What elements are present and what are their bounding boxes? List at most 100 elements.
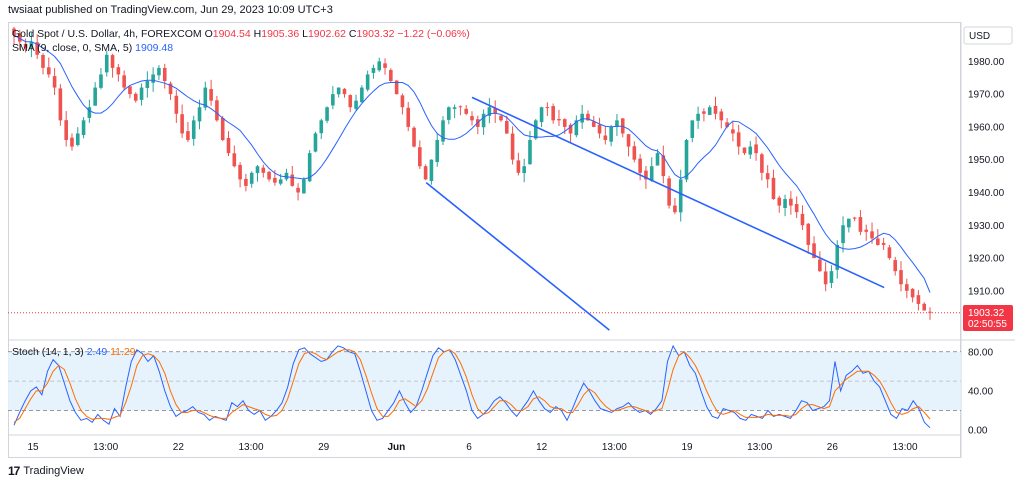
stoch-d-value: 11.29 bbox=[110, 346, 136, 358]
candle-body bbox=[197, 107, 202, 122]
candle-body bbox=[191, 120, 196, 139]
candle-body bbox=[789, 198, 793, 206]
time-tick-label: 12 bbox=[536, 442, 548, 453]
candle-body bbox=[829, 271, 834, 283]
candle-body bbox=[128, 86, 132, 95]
candle-body bbox=[278, 179, 283, 184]
last-price-value: 1903.32 bbox=[968, 308, 1005, 319]
price-tick-label: 1950.00 bbox=[968, 155, 1005, 166]
candle-body bbox=[325, 107, 329, 121]
time-tick-label: 15 bbox=[27, 442, 39, 453]
legend-stoch[interactable]: Stoch (14, 1, 3) 2.49 11.29 bbox=[12, 346, 136, 358]
price-tick-label: 1930.00 bbox=[968, 221, 1005, 232]
stoch-tick-label: 80.00 bbox=[968, 347, 993, 358]
candle-body bbox=[893, 260, 898, 272]
candle-body bbox=[858, 217, 863, 232]
candle-body bbox=[678, 179, 683, 213]
candle-body bbox=[273, 177, 277, 183]
candle-body bbox=[655, 153, 660, 166]
candle-body bbox=[151, 74, 155, 83]
publisher-header: twsiaat published on TradingView.com, Ju… bbox=[8, 4, 333, 16]
candle-body bbox=[754, 144, 758, 154]
candle-body bbox=[394, 80, 399, 95]
candle-body bbox=[760, 154, 764, 173]
candle-body bbox=[75, 133, 80, 145]
price-axis-ticks: 1980.00 1970.00 1960.00 1950.00 1940.00 1930.… bbox=[968, 57, 1005, 297]
candle-body bbox=[122, 75, 126, 88]
candle-body bbox=[46, 67, 51, 75]
candle-body bbox=[35, 42, 39, 55]
candle-body bbox=[667, 178, 671, 206]
candle-body bbox=[748, 146, 753, 155]
candle-body bbox=[690, 120, 695, 138]
candle-body bbox=[649, 166, 654, 181]
candle-body bbox=[516, 160, 521, 173]
candle-body bbox=[168, 83, 173, 95]
stoch-tick-label: 0.00 bbox=[968, 426, 988, 437]
candle-body bbox=[342, 88, 347, 95]
candle-body bbox=[562, 119, 567, 127]
candle-body bbox=[916, 295, 921, 304]
candle-body bbox=[383, 63, 387, 68]
candle-body bbox=[313, 133, 318, 152]
candle-body bbox=[458, 106, 463, 108]
candle-body bbox=[70, 137, 74, 147]
candle-body bbox=[220, 117, 225, 141]
candle-body bbox=[719, 111, 724, 121]
candle-body bbox=[267, 171, 271, 180]
candle-body bbox=[504, 120, 509, 134]
time-tick-label: 13:00 bbox=[238, 442, 263, 453]
candle-body bbox=[87, 107, 92, 118]
candle-body bbox=[418, 147, 422, 167]
candle-body bbox=[812, 243, 816, 259]
candle-body bbox=[307, 153, 312, 182]
candle-body bbox=[707, 107, 712, 115]
candle-body bbox=[99, 74, 103, 88]
candle-body bbox=[818, 259, 822, 272]
candle-body bbox=[922, 303, 927, 311]
candle-body bbox=[157, 67, 161, 76]
candle-body bbox=[574, 120, 579, 136]
time-tick-label: 22 bbox=[173, 442, 185, 453]
candle-body bbox=[499, 115, 503, 121]
candle-body bbox=[493, 108, 497, 114]
candle-body bbox=[447, 107, 451, 120]
time-tick-label: 26 bbox=[827, 442, 839, 453]
currency-box bbox=[963, 26, 1013, 45]
candle-body bbox=[673, 205, 677, 213]
candle-body bbox=[800, 213, 805, 226]
channel-lower-line bbox=[425, 182, 610, 331]
ohlc-high: H1905.36 bbox=[253, 28, 300, 40]
candle-body bbox=[644, 170, 648, 180]
candle-body bbox=[377, 61, 382, 71]
price-tick-label: 1940.00 bbox=[968, 188, 1005, 199]
candle-body bbox=[12, 28, 16, 36]
tv-logo-icon: 17 bbox=[8, 464, 20, 478]
candle-body bbox=[203, 87, 208, 108]
candle-body bbox=[870, 231, 874, 239]
tradingview-logo[interactable]: 17 TradingView bbox=[8, 464, 84, 478]
candle-body bbox=[400, 95, 405, 108]
stoch-axis-ticks: 80.00 40.00 0.00 bbox=[968, 347, 993, 436]
candle-body bbox=[464, 108, 469, 114]
candle-body bbox=[881, 242, 886, 245]
candle-body bbox=[615, 120, 619, 127]
candle-body bbox=[823, 271, 828, 285]
candle-body bbox=[348, 95, 353, 108]
candle-body bbox=[81, 120, 86, 136]
candle-body bbox=[52, 76, 57, 88]
legend-ohlc[interactable]: Gold Spot / U.S. Dollar, 4h, FOREXCOM O1… bbox=[12, 28, 470, 40]
candle-body bbox=[319, 120, 324, 134]
price-change: −1.22 (−0.06%) bbox=[397, 28, 470, 40]
candle-body bbox=[255, 166, 260, 174]
candle-body bbox=[876, 238, 880, 245]
candle-body bbox=[110, 55, 115, 68]
sma-line bbox=[13, 34, 931, 293]
candle-body bbox=[528, 140, 532, 165]
candle-body bbox=[412, 127, 416, 147]
legend-sma[interactable]: SMA (9, close, 0, SMA, 5) 1909.48 bbox=[12, 42, 173, 54]
time-tick-label: 13:00 bbox=[93, 442, 118, 453]
candle-body bbox=[713, 105, 718, 114]
candle-body bbox=[928, 311, 932, 313]
